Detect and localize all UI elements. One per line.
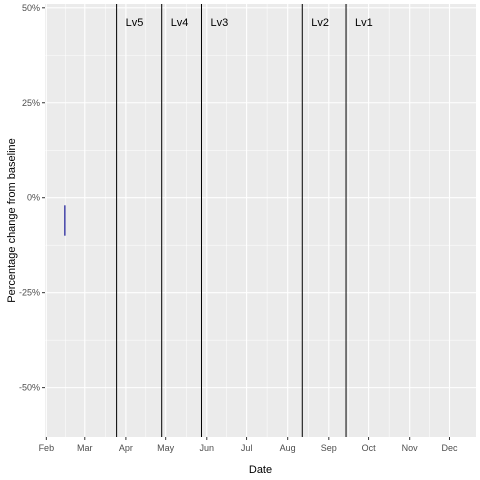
x-axis-title: Date <box>249 464 272 476</box>
x-tick-label: Jun <box>200 443 215 453</box>
grid-lines <box>45 4 476 437</box>
x-tick-label: Jul <box>241 443 253 453</box>
x-tick-label: Mar <box>77 443 93 453</box>
x-tick-label: Dec <box>441 443 458 453</box>
x-tick-label: May <box>157 443 175 453</box>
y-tick-label: -50% <box>19 383 40 393</box>
vline-label-lv1: Lv1 <box>355 17 373 29</box>
x-tick-label: Oct <box>362 443 377 453</box>
y-tick-label: -25% <box>19 288 40 298</box>
y-tick-label: 0% <box>27 193 40 203</box>
vline-label-lv2: Lv2 <box>311 17 329 29</box>
vline-label-lv4: Lv4 <box>171 17 189 29</box>
y-axis-title: Percentage change from baseline <box>6 138 18 303</box>
x-tick-label: Aug <box>280 443 296 453</box>
x-tick-label: Feb <box>39 443 55 453</box>
x-tick-label: Apr <box>119 443 133 453</box>
plot-panel <box>45 4 476 437</box>
vline-label-lv3: Lv3 <box>210 17 228 29</box>
y-tick-label: 50% <box>22 3 40 13</box>
x-tick-label: Nov <box>402 443 419 453</box>
vline-label-lv5: Lv5 <box>126 17 144 29</box>
y-tick-label: 25% <box>22 98 40 108</box>
x-tick-label: Sep <box>321 443 337 453</box>
